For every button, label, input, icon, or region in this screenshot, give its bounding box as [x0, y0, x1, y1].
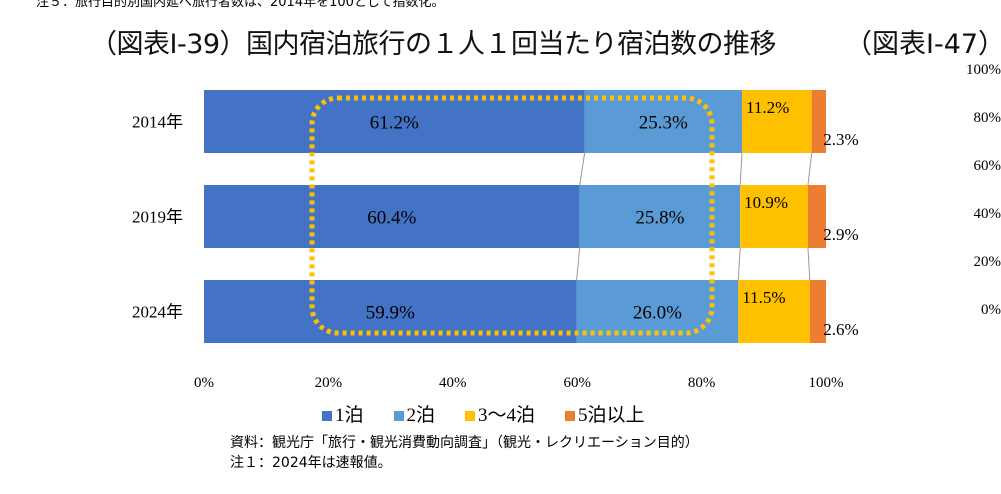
category-label: 2019年	[132, 208, 183, 227]
right-tick-label: 80%	[973, 110, 1001, 126]
top-note: 注５：旅行目的別国内延べ旅行者数は、2014年を100として指数化。	[36, 0, 445, 10]
data-label: 25.3%	[639, 113, 688, 134]
legend-item: 2泊	[393, 400, 436, 427]
data-label: 11.5%	[742, 288, 785, 307]
legend-label: 1泊	[335, 405, 364, 426]
x-tick-label: 20%	[315, 375, 343, 391]
category-label: 2024年	[132, 303, 183, 322]
category-label: 2014年	[132, 113, 183, 132]
source-note: 資料：観光庁「旅行・観光消費動向調査」（観光・レクリエーション目的）	[230, 435, 699, 451]
legend-swatch	[565, 411, 576, 421]
highlight-dotted-frame	[309, 95, 715, 336]
legend: 1泊 2泊 3〜4泊 5泊以上	[322, 400, 645, 427]
legend-swatch	[322, 411, 332, 421]
right-tick-label: 100%	[966, 62, 1001, 78]
data-label: 2.9%	[823, 225, 858, 244]
data-label: 2.3%	[823, 130, 858, 149]
legend-label: 5泊以上	[578, 405, 645, 426]
legend-swatch	[393, 411, 404, 421]
data-label: 60.4%	[367, 208, 416, 229]
x-tick-label: 80%	[688, 375, 716, 391]
x-tick-label: 100%	[809, 375, 844, 391]
series-connector-line	[576, 247, 581, 281]
data-label: 2.6%	[823, 320, 858, 339]
bar-segment	[742, 90, 812, 153]
series-connector-line	[737, 247, 741, 281]
legend-item: 5泊以上	[565, 400, 645, 427]
series-connector-line	[807, 152, 813, 186]
legend-label: 2泊	[406, 405, 436, 426]
data-label: 59.9%	[366, 303, 415, 324]
note-1: 注１：2024年は速報値。	[230, 455, 392, 471]
bar-segment	[807, 185, 826, 248]
bar-segment	[738, 280, 810, 343]
legend-label: 3〜4泊	[478, 405, 536, 426]
right-tick-label: 20%	[973, 254, 1001, 270]
bar-segment	[204, 185, 580, 248]
legend-item: 1泊	[322, 400, 364, 427]
chart-title: （図表Ⅰ-39）国内宿泊旅行の１人１回当たり宿泊数の推移	[90, 29, 777, 60]
data-label: 11.2%	[746, 98, 789, 117]
series-connector-line	[807, 247, 811, 281]
bar-segment	[811, 90, 826, 153]
data-label: 61.2%	[370, 113, 419, 134]
legend-item: 3〜4泊	[465, 400, 535, 427]
next-chart-title: （図表Ⅰ-47）	[845, 29, 1001, 60]
data-label: 10.9%	[744, 193, 788, 212]
right-tick-label: 0%	[981, 302, 1001, 318]
data-label: 25.8%	[635, 208, 684, 229]
series-connector-line	[579, 152, 586, 186]
bar-segment	[740, 185, 808, 248]
right-tick-label: 60%	[973, 158, 1001, 174]
x-tick-label: 40%	[439, 375, 467, 391]
x-tick-label: 0%	[194, 375, 214, 391]
legend-swatch	[465, 411, 476, 421]
bar-segment	[809, 280, 826, 343]
series-connector-line	[739, 152, 743, 186]
right-tick-label: 40%	[973, 206, 1001, 222]
data-label: 26.0%	[633, 303, 682, 324]
x-tick-label: 60%	[563, 375, 591, 391]
